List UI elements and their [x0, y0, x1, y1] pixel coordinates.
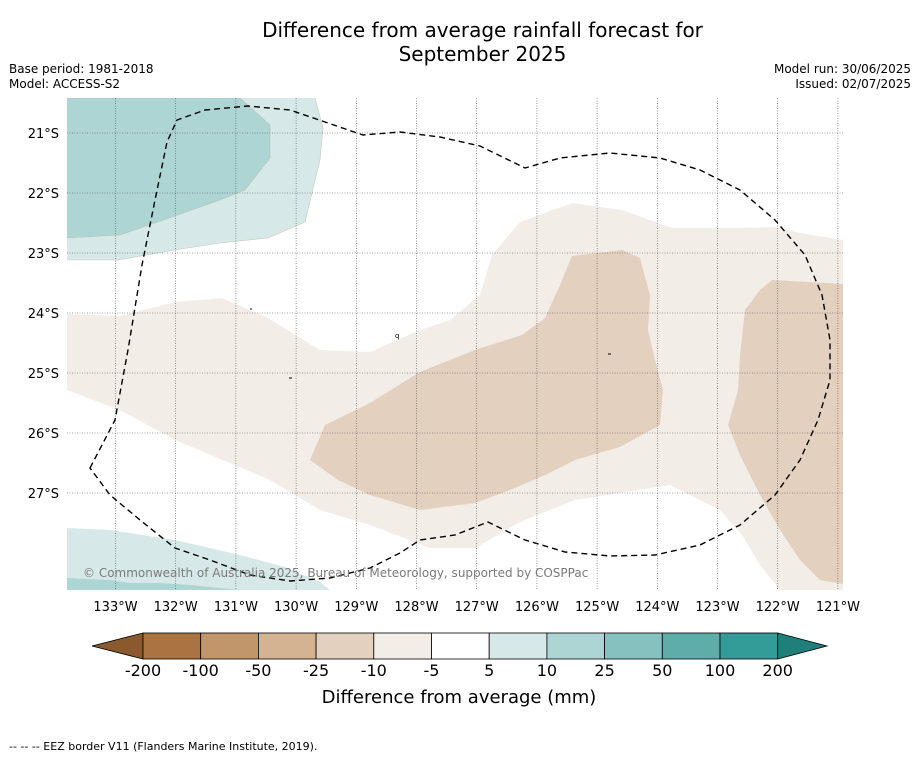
copyright-notice: © Commonwealth of Australia 2025, Bureau…: [83, 566, 588, 580]
colorbar-segment: [604, 632, 663, 660]
lat-label: 27°S: [28, 487, 59, 502]
colorbar-label: Difference from average (mm): [322, 687, 597, 708]
lon-label: 133°W: [93, 600, 137, 615]
lon-label: 124°W: [635, 600, 679, 615]
colorbar-tick-label: -100: [183, 661, 219, 680]
colorbar-high-extend: [777, 632, 829, 660]
colorbar: [91, 632, 829, 660]
contour-dry-east: [728, 280, 843, 584]
lon-label: 121°W: [816, 600, 860, 615]
colorbar-segment: [719, 632, 779, 660]
colorbar-tick-label: 5: [484, 661, 494, 680]
graticule: [67, 98, 843, 590]
contour-dry-central: [310, 250, 663, 510]
lat-label: 22°S: [28, 187, 59, 202]
base-period: Base period: 1981-2018: [9, 62, 154, 76]
eez-border: [89, 105, 831, 582]
map-plot-area: q © Commonwealth of Australia 2025, Bure…: [67, 98, 843, 590]
colorbar-segment: [431, 632, 490, 660]
lon-label: 132°W: [154, 600, 198, 615]
colorbar-tick-label: 50: [652, 661, 672, 680]
lat-label: 23°S: [28, 247, 59, 262]
colorbar-segment: [142, 632, 202, 660]
colorbar-segment: [661, 632, 721, 660]
lat-label: 24°S: [28, 307, 59, 322]
colorbar-tick-label: -10: [361, 661, 387, 680]
model-run: Model run: 30/06/2025: [773, 62, 911, 76]
lat-label: 25°S: [28, 367, 59, 382]
colorbar-tick-label: -50: [245, 661, 271, 680]
colorbar-tick-label: -200: [125, 661, 161, 680]
colorbar-tick-label: 100: [705, 661, 736, 680]
lon-label: 123°W: [695, 600, 739, 615]
map-artifact: q: [395, 332, 399, 340]
lat-label: 26°S: [28, 427, 59, 442]
meta-right: Model run: 30/06/2025 Issued: 02/07/2025: [774, 62, 911, 92]
lon-label: 127°W: [455, 600, 499, 615]
latitude-labels: 21°S 22°S 23°S 24°S 25°S 26°S 27°S: [28, 127, 59, 502]
colorbar-tick-label: 200: [762, 661, 793, 680]
contour-wet-sw-light: [67, 528, 330, 590]
lat-label: 21°S: [28, 127, 59, 142]
colorbar-segment: [546, 632, 606, 660]
colorbar-segment: [488, 632, 548, 660]
colorbar-low-extend: [91, 632, 144, 660]
colorbar-tick-label: 25: [594, 661, 614, 680]
lon-label: 129°W: [334, 600, 378, 615]
map-title: Difference from average rainfall forecas…: [0, 18, 919, 66]
colorbar-ticks: -200 -100 -50 -25 -10 -5 5 10 25 50 100 200: [125, 661, 793, 680]
contour-edges: [67, 98, 324, 261]
model-name: Model: ACCESS-S2: [9, 77, 121, 91]
lon-label: 131°W: [214, 600, 258, 615]
lon-label: 122°W: [756, 600, 800, 615]
issued-date: Issued: 02/07/2025: [795, 77, 911, 91]
colorbar-tick-label: 10: [537, 661, 557, 680]
colorbar-segment: [315, 632, 375, 660]
title-line-2: September 2025: [398, 42, 567, 66]
longitude-labels: 133°W 132°W 131°W 130°W 129°W 128°W 127°W 126°W…: [93, 600, 860, 615]
contour-wet-sw-mid: [67, 578, 240, 590]
colorbar-segment: [373, 632, 432, 660]
lon-label: 130°W: [274, 600, 318, 615]
lon-label: 126°W: [515, 600, 559, 615]
colorbar-tick-label: -5: [424, 661, 440, 680]
lon-label: 125°W: [575, 600, 619, 615]
lon-label: 128°W: [394, 600, 438, 615]
colorbar-segment: [257, 632, 317, 660]
title-line-1: Difference from average rainfall forecas…: [262, 18, 703, 42]
colorbar-segment: [200, 632, 259, 660]
colorbar-tick-label: -25: [303, 661, 329, 680]
eez-footnote: -- -- -- EEZ border V11 (Flanders Marine…: [9, 740, 318, 753]
meta-left: Base period: 1981-2018 Model: ACCESS-S2: [9, 62, 154, 92]
